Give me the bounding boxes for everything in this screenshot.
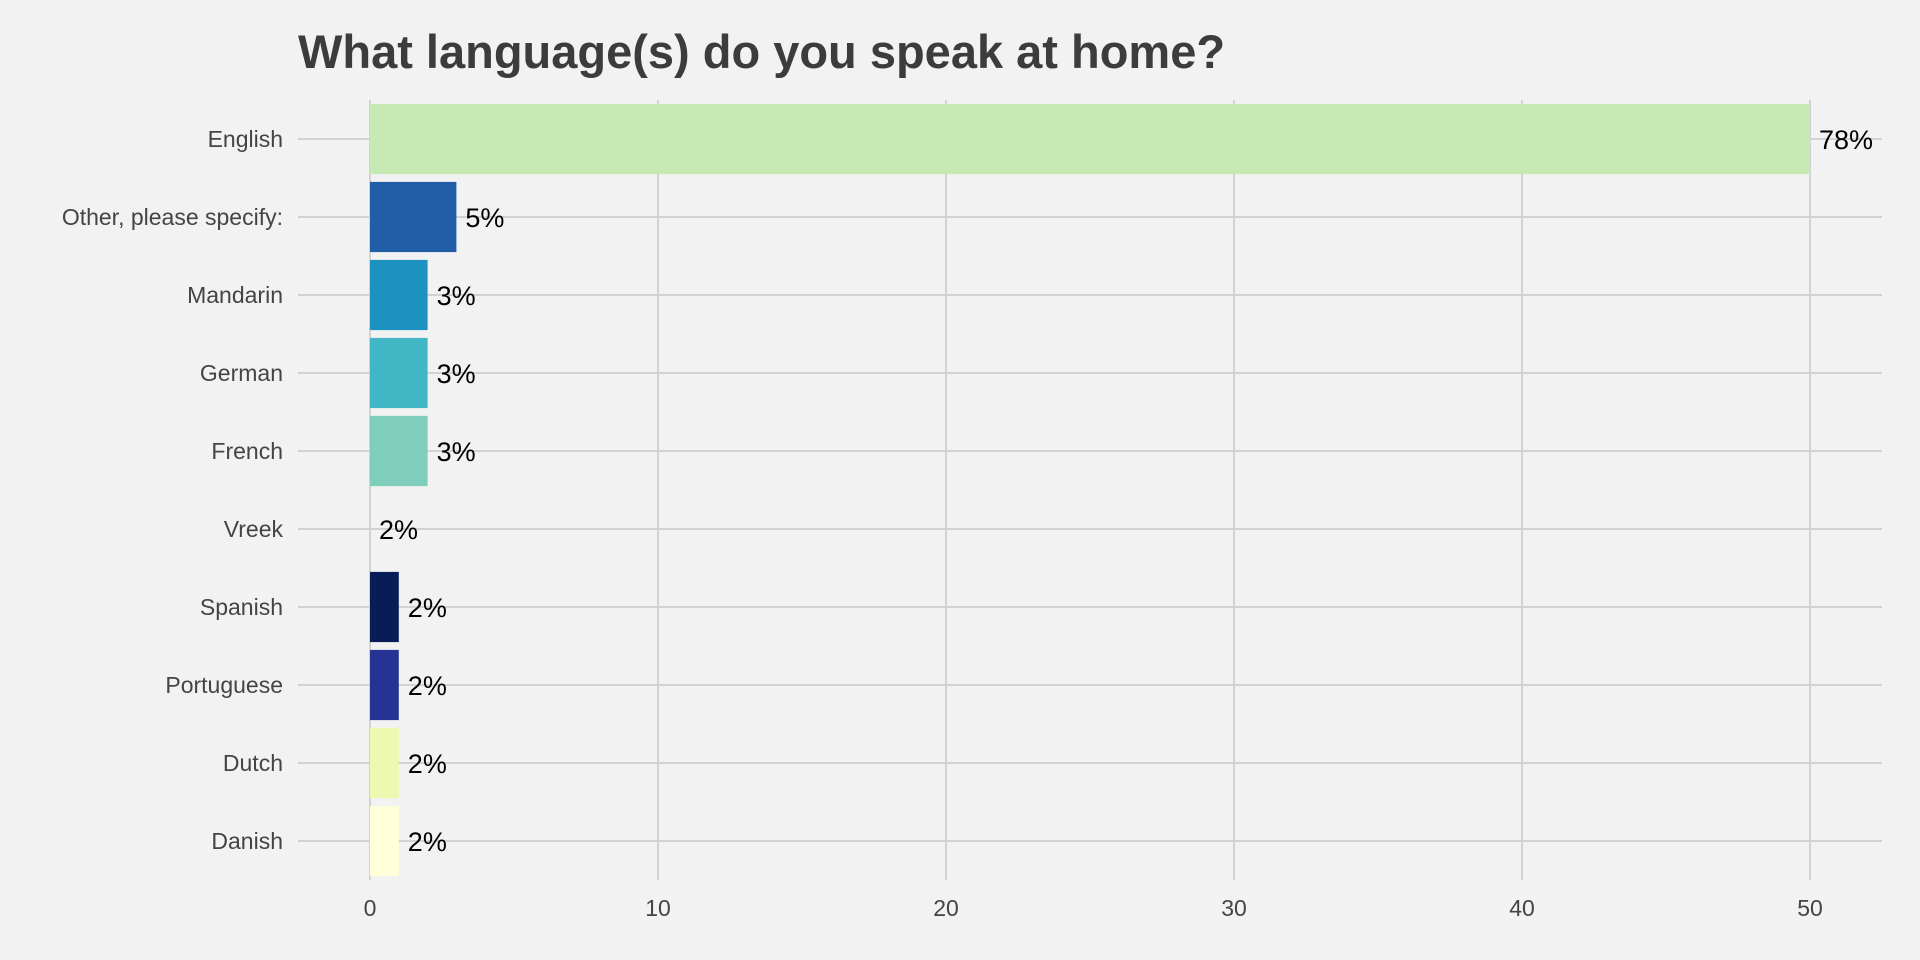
x-tick-label-40: 40 xyxy=(1509,895,1535,921)
bar-0 xyxy=(370,103,1810,175)
data-label-3: 3% xyxy=(437,359,476,389)
category-label-5: Vreek xyxy=(224,516,284,542)
x-tick-label-20: 20 xyxy=(933,895,959,921)
x-tick-labels: 0 10 20 30 40 50 xyxy=(364,895,1823,921)
bar-6 xyxy=(370,571,399,643)
horizontal-gridlines xyxy=(298,138,1882,842)
category-label-0: English xyxy=(208,126,283,152)
data-label-0: 78% xyxy=(1819,125,1873,155)
category-label-4: French xyxy=(211,438,283,464)
chart-title: What language(s) do you speak at home? xyxy=(298,25,1226,78)
data-label-2: 3% xyxy=(437,281,476,311)
bar-7 xyxy=(370,649,399,721)
data-label-7: 2% xyxy=(408,671,447,701)
data-label-8: 2% xyxy=(408,749,447,779)
category-label-1: Other, please specify: xyxy=(62,204,283,230)
bar-1 xyxy=(370,181,457,253)
x-tick-label-0: 0 xyxy=(364,895,377,921)
bar-8 xyxy=(370,727,399,799)
bar-3 xyxy=(370,337,428,409)
data-label-1: 5% xyxy=(465,203,504,233)
bar-4 xyxy=(370,415,428,487)
x-tick-label-30: 30 xyxy=(1221,895,1247,921)
category-label-8: Dutch xyxy=(223,750,283,776)
bar-9 xyxy=(370,805,399,877)
data-label-6: 2% xyxy=(408,593,447,623)
data-labels: 78% 5% 3% 3% 3% 2% 2% 2% 2% 2% xyxy=(379,125,1873,857)
data-label-9: 2% xyxy=(408,827,447,857)
category-label-3: German xyxy=(200,360,283,386)
x-tick-label-10: 10 xyxy=(645,895,671,921)
category-labels: English Other, please specify: Mandarin Ger… xyxy=(62,126,284,854)
category-label-2: Mandarin xyxy=(187,282,283,308)
category-label-6: Spanish xyxy=(200,594,283,620)
data-label-4: 3% xyxy=(437,437,476,467)
category-label-9: Danish xyxy=(211,828,283,854)
category-label-7: Portuguese xyxy=(165,672,283,698)
bars xyxy=(370,103,1810,877)
data-label-5: 2% xyxy=(379,515,418,545)
x-tick-label-50: 50 xyxy=(1797,895,1823,921)
bar-2 xyxy=(370,259,428,331)
